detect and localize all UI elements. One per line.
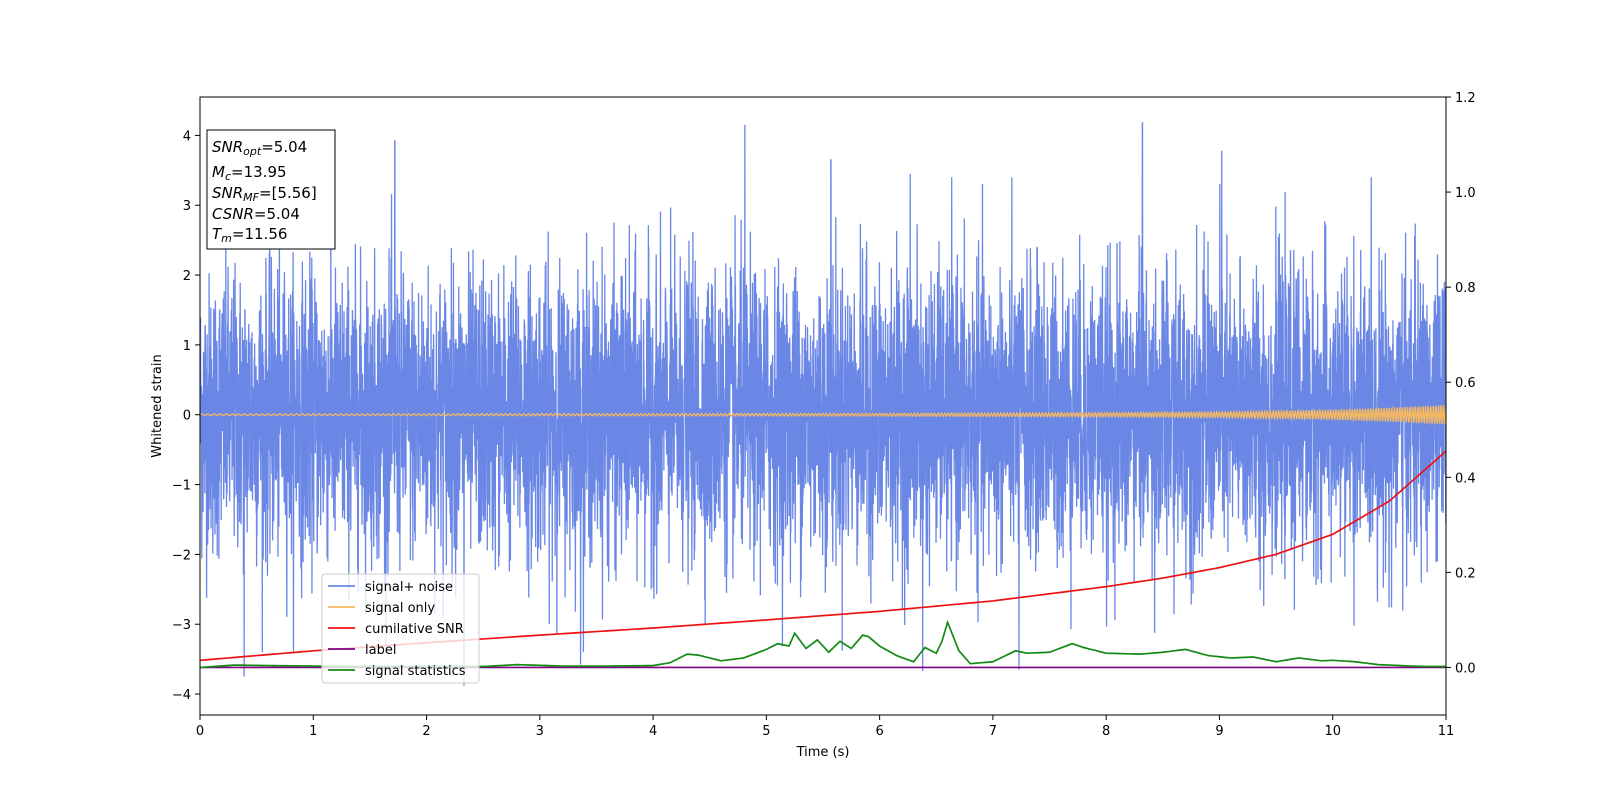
legend-entry-label: signal statistics — [365, 664, 466, 679]
info-line: SNRopt=5.04 — [212, 138, 307, 158]
series-signal-only-line — [200, 405, 1446, 426]
info-line: Tm=11.56 — [212, 225, 287, 245]
x-tick-label: 6 — [875, 724, 883, 739]
x-axis-label: Time (s) — [796, 745, 850, 760]
y2-tick-label: 1.2 — [1455, 91, 1476, 106]
y-tick-label: 1 — [183, 339, 191, 354]
plot-area-frame — [199, 96, 1447, 716]
info-box-frame — [206, 129, 336, 250]
x-tick-label: 7 — [989, 724, 997, 739]
info-annotation-box: SNRopt=5.04 Mc=13.95SNRMF=[5.56]CSNR=5.04… — [206, 129, 336, 250]
x-tick-label: 8 — [1102, 724, 1110, 739]
x-tick-label: 0 — [196, 724, 204, 739]
y2-tick-label: 0.2 — [1455, 566, 1476, 581]
y-tick-label: 4 — [183, 129, 191, 144]
info-line: CSNR=5.04 — [212, 205, 300, 223]
info-line: Mc=13.95 — [212, 163, 287, 183]
y-tick-label: −4 — [172, 688, 191, 703]
y-tick-label: 0 — [183, 409, 191, 424]
legend-frame — [321, 573, 480, 684]
x-tick-label: 1 — [309, 724, 317, 739]
y2-tick-label: 1.0 — [1455, 186, 1476, 201]
x-tick-label: 5 — [762, 724, 770, 739]
legend-entry-label: signal only — [365, 601, 435, 616]
x-tick-label: 2 — [422, 724, 430, 739]
x-tick-label: 11 — [1438, 724, 1455, 739]
legend-entry-label: signal+ noise — [365, 580, 453, 595]
y2-tick-label: 0.0 — [1455, 661, 1476, 676]
x-tick-label: 10 — [1324, 724, 1341, 739]
legend: signal+ noise signal only cumilative SNR la… — [321, 573, 480, 684]
y-tick-label: −2 — [172, 548, 191, 563]
series-signal-noise-line — [200, 122, 1446, 686]
info-line: SNRMF=[5.56] — [212, 184, 317, 204]
y-tick-label: 2 — [183, 269, 191, 284]
y2-tick-label: 0.4 — [1455, 471, 1476, 486]
axes-layer: 0 1 2 3 4 5 6 7 8 9 10 11 −4 −3 −2 −1 0 1 2 3 4 0.0 0.2 0.4 0.6 0… — [172, 91, 1476, 739]
y-tick-label: 3 — [183, 199, 191, 214]
y2-tick-label: 0.6 — [1455, 376, 1476, 391]
y2-tick-label: 0.8 — [1455, 281, 1476, 296]
y-tick-label: −1 — [172, 479, 191, 494]
y-tick-label: −3 — [172, 618, 191, 633]
legend-entry-label: label — [365, 643, 396, 658]
x-tick-label: 9 — [1215, 724, 1223, 739]
legend-entry-label: cumilative SNR — [365, 622, 464, 637]
y-axis-label: Whitened strain — [150, 354, 165, 457]
x-tick-label: 4 — [649, 724, 657, 739]
x-tick-label: 3 — [536, 724, 544, 739]
